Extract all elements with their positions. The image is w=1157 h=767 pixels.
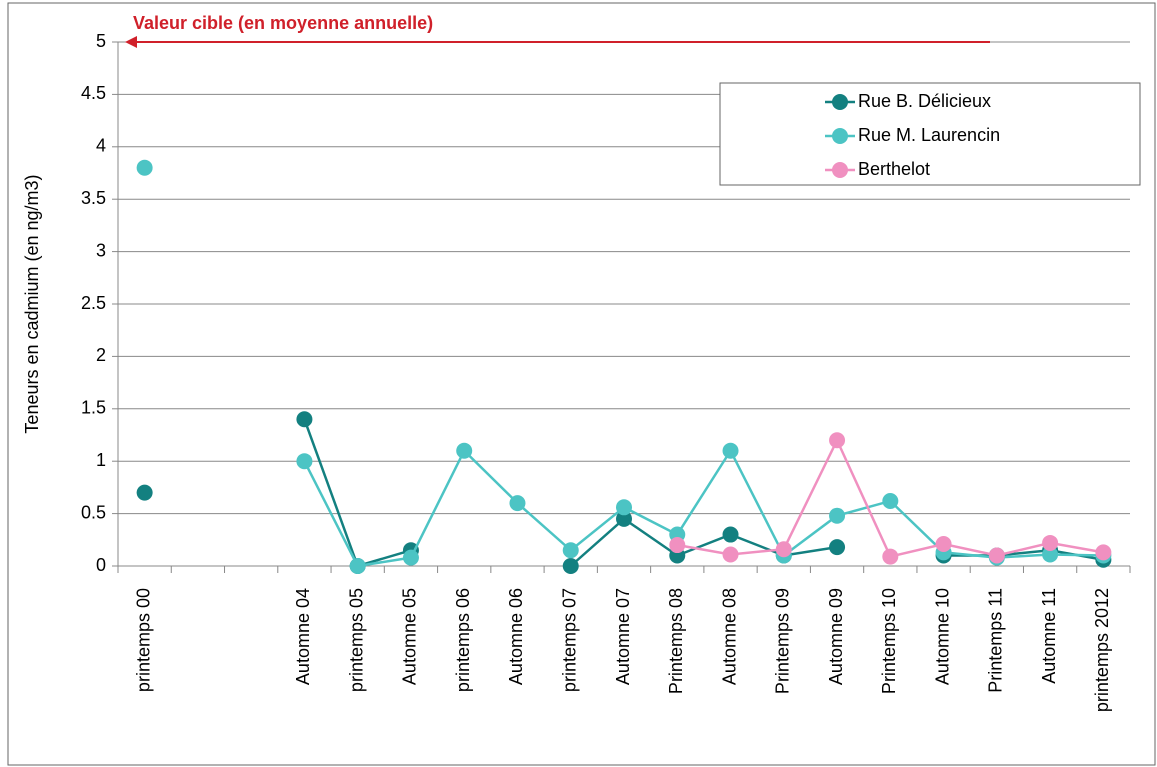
series-point: [349, 558, 366, 574]
y-tick-label: 3.5: [81, 188, 106, 208]
x-tick-label: Automne 06: [506, 588, 526, 685]
series-point: [616, 499, 632, 516]
series-point: [296, 411, 313, 428]
y-tick-label: 1: [96, 450, 106, 470]
legend-marker: [832, 128, 848, 144]
y-tick-label: 0: [96, 555, 106, 575]
y-axis-label: Teneurs en cadmium (en ng/m3): [22, 174, 42, 433]
y-tick-label: 2.5: [81, 293, 106, 313]
y-tick-label: 0.5: [81, 502, 106, 522]
series-point: [775, 541, 792, 558]
legend-marker: [832, 94, 848, 110]
series-point: [136, 159, 153, 176]
x-tick-label: Automne 05: [400, 588, 420, 685]
x-tick-label: Automne 04: [293, 588, 313, 685]
x-tick-label: Printemps 08: [666, 588, 686, 694]
target-arrow: [125, 36, 137, 48]
series-point: [562, 542, 579, 559]
legend-marker: [832, 162, 848, 178]
series-point: [1042, 534, 1059, 551]
series-point: [562, 558, 579, 574]
x-tick-label: printemps 00: [133, 588, 153, 692]
legend-box: [719, 82, 1141, 186]
y-tick-label: 1.5: [81, 398, 106, 418]
x-tick-label: printemps 07: [559, 588, 579, 692]
y-tick-label: 2: [96, 345, 106, 365]
x-tick-label: Automne 07: [613, 588, 633, 685]
series-point: [722, 546, 739, 563]
x-tick-label: Printemps 09: [773, 588, 793, 694]
series-line: [569, 517, 838, 567]
x-tick-label: Automne 08: [719, 588, 739, 685]
series-point: [882, 493, 899, 510]
series-point: [402, 549, 419, 566]
y-tick-label: 4: [96, 136, 106, 156]
y-tick-label: 5: [96, 31, 106, 51]
legend-label: Berthelot: [858, 159, 930, 179]
series-point: [456, 442, 473, 459]
series-line: [303, 448, 1104, 568]
x-tick-label: Automne 09: [826, 588, 846, 685]
legend-label: Rue M. Laurencin: [858, 125, 1000, 145]
series-point: [829, 432, 846, 449]
y-tick-label: 4.5: [81, 83, 106, 103]
chart-border: [7, 2, 1156, 766]
series-point: [829, 507, 846, 524]
series-point: [616, 510, 632, 527]
x-tick-label: Printemps 10: [879, 588, 899, 694]
x-tick-label: printemps 05: [346, 588, 366, 692]
legend-label: Rue B. Délicieux: [858, 91, 991, 111]
x-tick-label: printemps 06: [453, 588, 473, 692]
series-point: [882, 548, 899, 565]
series-point: [988, 547, 1005, 564]
series-point: [296, 453, 313, 470]
series-point: [722, 526, 739, 543]
series-point: [1042, 546, 1059, 563]
series-point: [509, 495, 526, 512]
x-tick-label: Automne 10: [932, 588, 952, 685]
series-point: [722, 442, 739, 459]
series-point: [669, 537, 686, 554]
y-tick-label: 3: [96, 240, 106, 260]
series-point: [829, 539, 846, 556]
series-point: [136, 484, 153, 501]
annotation: Valeur cible (en moyenne annuelle): [133, 13, 433, 33]
x-tick-label: Printemps 11: [986, 588, 1006, 693]
series-point: [935, 535, 952, 552]
series-point: [1095, 544, 1112, 561]
x-tick-label: printemps 2012: [1092, 588, 1112, 712]
x-tick-label: Automne 11: [1039, 588, 1059, 684]
